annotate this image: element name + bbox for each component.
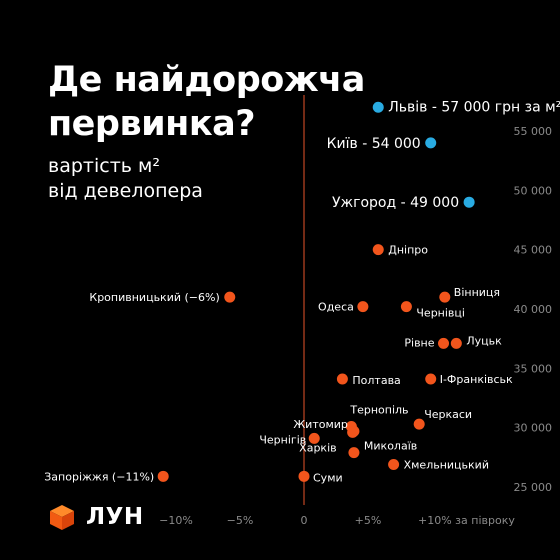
point-label: Ужгород - 49 000 bbox=[332, 195, 459, 211]
subtitle-line-2: від девелопера bbox=[48, 180, 203, 202]
logo-text: ЛУН bbox=[86, 504, 144, 530]
top-city-point bbox=[463, 196, 475, 208]
chart-subtitle: вартість м² від девелопера bbox=[48, 154, 203, 204]
point-label: Полтава bbox=[352, 374, 400, 387]
point-label: Львів - 57 000 грн за м² bbox=[388, 99, 560, 115]
y-tick-label: 30 000 bbox=[514, 422, 553, 435]
point-label: Дніпро bbox=[388, 244, 428, 257]
y-tick-label: 55 000 bbox=[514, 125, 553, 138]
y-tick-label: 50 000 bbox=[514, 184, 553, 197]
point-label: Тернопіль bbox=[349, 403, 408, 416]
chart-title: Де найдорожча первинка? bbox=[48, 58, 365, 146]
top-city-point bbox=[372, 101, 384, 113]
y-axis-tick-labels: 25 000 30 000 35 000 40 000 45 000 50 000 55 0… bbox=[514, 125, 553, 494]
orange-cube-logo-icon bbox=[50, 505, 74, 530]
point-labels: Львів - 57 000 грн за м² Київ - 54 000 Ужг… bbox=[44, 99, 560, 484]
point-label: Рівне bbox=[404, 336, 434, 349]
data-points bbox=[157, 101, 475, 482]
point-label: Чернігів bbox=[259, 433, 306, 446]
city-point bbox=[413, 418, 425, 430]
point-label: Вінниця bbox=[454, 286, 500, 299]
x-tick-label: 0 bbox=[301, 514, 308, 527]
city-point bbox=[450, 337, 462, 349]
point-label: Житомир bbox=[293, 418, 348, 431]
y-tick-label: 35 000 bbox=[514, 362, 553, 375]
city-point bbox=[388, 458, 400, 470]
point-label: Луцьк bbox=[466, 334, 502, 347]
city-point bbox=[438, 337, 450, 349]
point-label: І-Франківськ bbox=[440, 373, 513, 386]
x-axis-tick-labels: −10% −5% 0 +5% +10% за півроку bbox=[159, 514, 515, 527]
title-line-1: Де найдорожча bbox=[48, 60, 365, 100]
x-tick-label: +5% bbox=[355, 514, 382, 527]
x-tick-label: +10% за півроку bbox=[418, 514, 515, 527]
city-point bbox=[372, 244, 384, 256]
point-label: Суми bbox=[313, 471, 343, 484]
x-tick-label: −5% bbox=[227, 514, 254, 527]
y-tick-label: 45 000 bbox=[514, 244, 553, 257]
point-label: Одеса bbox=[318, 301, 354, 314]
city-point bbox=[298, 470, 310, 482]
point-label: Запоріжжя (−11%) bbox=[44, 470, 154, 483]
city-point bbox=[224, 291, 236, 303]
x-tick-label: −10% bbox=[159, 514, 193, 527]
lun-logo: ЛУН bbox=[48, 503, 144, 531]
city-point bbox=[336, 373, 348, 385]
city-point bbox=[400, 301, 412, 313]
point-label: Чернівці bbox=[416, 307, 465, 320]
y-tick-label: 25 000 bbox=[514, 481, 553, 494]
top-city-point bbox=[425, 137, 437, 149]
city-point bbox=[347, 426, 359, 438]
title-line-2: первинка? bbox=[48, 104, 256, 144]
point-label: Черкаси bbox=[424, 408, 472, 421]
city-point bbox=[348, 447, 360, 459]
point-label: Київ - 54 000 bbox=[327, 136, 421, 152]
city-point bbox=[308, 432, 320, 444]
city-point bbox=[425, 373, 437, 385]
point-label: Хмельницький bbox=[404, 458, 489, 471]
city-point bbox=[157, 470, 169, 482]
city-point bbox=[439, 291, 451, 303]
y-tick-label: 40 000 bbox=[514, 303, 553, 316]
point-label: Кропивницький (−6%) bbox=[89, 291, 219, 304]
point-label: Миколаїв bbox=[364, 440, 417, 453]
subtitle-line-1: вартість м² bbox=[48, 155, 160, 177]
point-label: Харків bbox=[299, 441, 336, 454]
city-point bbox=[357, 301, 369, 313]
